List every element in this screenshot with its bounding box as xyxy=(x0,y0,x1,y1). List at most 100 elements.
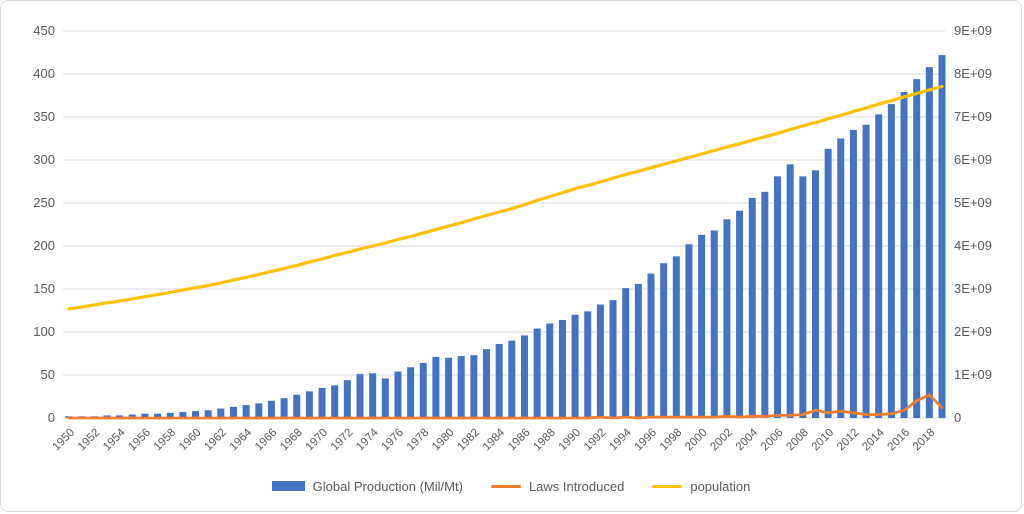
right-axis-tick-label: 8E+09 xyxy=(954,66,992,81)
x-axis-tick-label: 1972 xyxy=(329,427,356,454)
right-axis-tick-label: 0 xyxy=(954,410,961,425)
production-bar xyxy=(483,349,491,418)
left-axis-tick-label: 300 xyxy=(33,152,55,167)
production-bar xyxy=(546,323,554,418)
laws-introduced-swatch-icon xyxy=(490,484,521,488)
production-bar xyxy=(331,385,339,418)
right-axis-tick-label: 7E+09 xyxy=(954,109,992,124)
left-axis-tick-label: 150 xyxy=(33,281,55,296)
laws-introduced-line xyxy=(67,393,944,420)
right-axis-tick-label: 6E+09 xyxy=(954,152,992,167)
production-bar xyxy=(824,148,832,418)
production-bar xyxy=(748,197,756,418)
production-bar xyxy=(660,263,668,418)
production-bar xyxy=(369,373,377,418)
x-axis-tick-label: 2010 xyxy=(810,427,837,454)
x-axis-tick-label: 1950 xyxy=(51,427,78,454)
x-axis-tick-label: 1990 xyxy=(557,427,584,454)
production-bar xyxy=(305,391,313,418)
gridlines-group xyxy=(63,30,945,419)
production-bar xyxy=(166,412,174,418)
production-bar xyxy=(204,410,212,418)
production-bar xyxy=(192,411,200,418)
legend-item-population: population xyxy=(652,479,750,494)
production-bar xyxy=(698,234,706,418)
legend-label-population: population xyxy=(690,478,751,494)
production-bar xyxy=(672,256,680,418)
right-axis-tick-label: 5E+09 xyxy=(954,195,992,210)
x-axis-tick-label: 1994 xyxy=(607,426,634,453)
x-axis-tick-label: 1988 xyxy=(531,427,558,454)
x-axis-tick-label: 2002 xyxy=(708,427,735,454)
production-bar xyxy=(381,378,389,418)
production-bar xyxy=(799,176,807,418)
x-axis-tick-label: 2016 xyxy=(886,427,913,454)
production-bar xyxy=(445,357,453,418)
production-bar xyxy=(229,406,237,418)
x-axis-tick-label: 1976 xyxy=(379,427,406,454)
production-bar xyxy=(318,387,326,418)
x-axis-tick-label: 1982 xyxy=(455,427,482,454)
production-bar xyxy=(786,164,794,418)
left-axis-tick-label: 100 xyxy=(33,324,55,339)
legend-label-global-production: Global Production (Mil/Mt) xyxy=(312,478,463,494)
x-axis-tick-label: 1998 xyxy=(658,427,685,454)
production-bar xyxy=(356,374,364,418)
production-bar xyxy=(141,413,149,418)
production-bar xyxy=(571,314,579,418)
production-bar xyxy=(457,356,465,418)
production-bar xyxy=(343,380,351,418)
production-bar xyxy=(622,288,630,418)
production-bar xyxy=(495,344,503,418)
x-axis-tick-label: 1992 xyxy=(582,427,609,454)
x-axis-tick-label: 2012 xyxy=(835,427,862,454)
production-bar xyxy=(837,138,845,418)
x-axis-tick-label: 1970 xyxy=(304,427,331,454)
x-axis-tick-label: 1986 xyxy=(506,427,533,454)
production-bar xyxy=(596,304,604,418)
x-axis-tick-label: 1964 xyxy=(228,426,255,453)
x-axis-tick-label: 2004 xyxy=(734,426,761,453)
left-axis-tick-label: 250 xyxy=(33,195,55,210)
x-axis-tick-label: 1996 xyxy=(633,427,660,454)
x-axis-tick-label: 1968 xyxy=(278,427,305,454)
production-bar xyxy=(508,340,516,418)
legend-label-laws-introduced: Laws Introduced xyxy=(528,478,625,494)
left-axis-tick-label: 350 xyxy=(33,109,55,124)
x-axis-tick-label: 1980 xyxy=(430,427,457,454)
x-axis-tick-label: 1952 xyxy=(76,427,103,454)
left-axis-tick-label: 50 xyxy=(41,367,55,382)
production-bar xyxy=(875,114,883,419)
x-axis-tick-label: 2008 xyxy=(784,427,811,454)
production-bar xyxy=(647,273,655,418)
production-bar xyxy=(407,367,415,418)
production-bar xyxy=(685,244,693,418)
x-axis-tick-label: 2014 xyxy=(860,426,887,453)
left-axis-tick-label: 400 xyxy=(33,66,55,81)
production-bar xyxy=(217,408,225,418)
production-bar xyxy=(267,400,275,418)
right-axis-tick-label: 4E+09 xyxy=(954,238,992,253)
axis-labels-group: 0 0 50 1E+09 100 2E+09 150 3E+09 200 4E+09 250 5E+0… xyxy=(33,23,992,425)
right-axis-tick-label: 9E+09 xyxy=(954,23,992,38)
plot-area: 0 0 50 1E+09 100 2E+09 150 3E+09 200 4E+09 250 5E+0… xyxy=(33,23,992,454)
right-axis-tick-label: 1E+09 xyxy=(954,367,992,382)
production-bar xyxy=(609,300,617,418)
x-axis-tick-label: 2006 xyxy=(759,427,786,454)
x-axis-tick-label: 1956 xyxy=(126,427,153,454)
production-bar xyxy=(242,405,250,418)
right-axis-tick-label: 3E+09 xyxy=(954,281,992,296)
production-bar xyxy=(723,219,731,418)
legend-item-laws-introduced: Laws Introduced xyxy=(490,478,625,494)
production-bar xyxy=(179,411,187,418)
production-bar xyxy=(736,210,744,418)
global-production-swatch-icon xyxy=(271,481,305,491)
production-bar xyxy=(761,191,769,418)
production-bar xyxy=(128,414,136,418)
left-axis-tick-label: 200 xyxy=(33,238,55,253)
x-axis-tick-label: 1974 xyxy=(354,426,381,453)
production-bar xyxy=(394,371,402,418)
x-axis-tick-label: 1966 xyxy=(253,427,280,454)
production-bar xyxy=(533,328,541,418)
production-bar xyxy=(849,129,857,418)
